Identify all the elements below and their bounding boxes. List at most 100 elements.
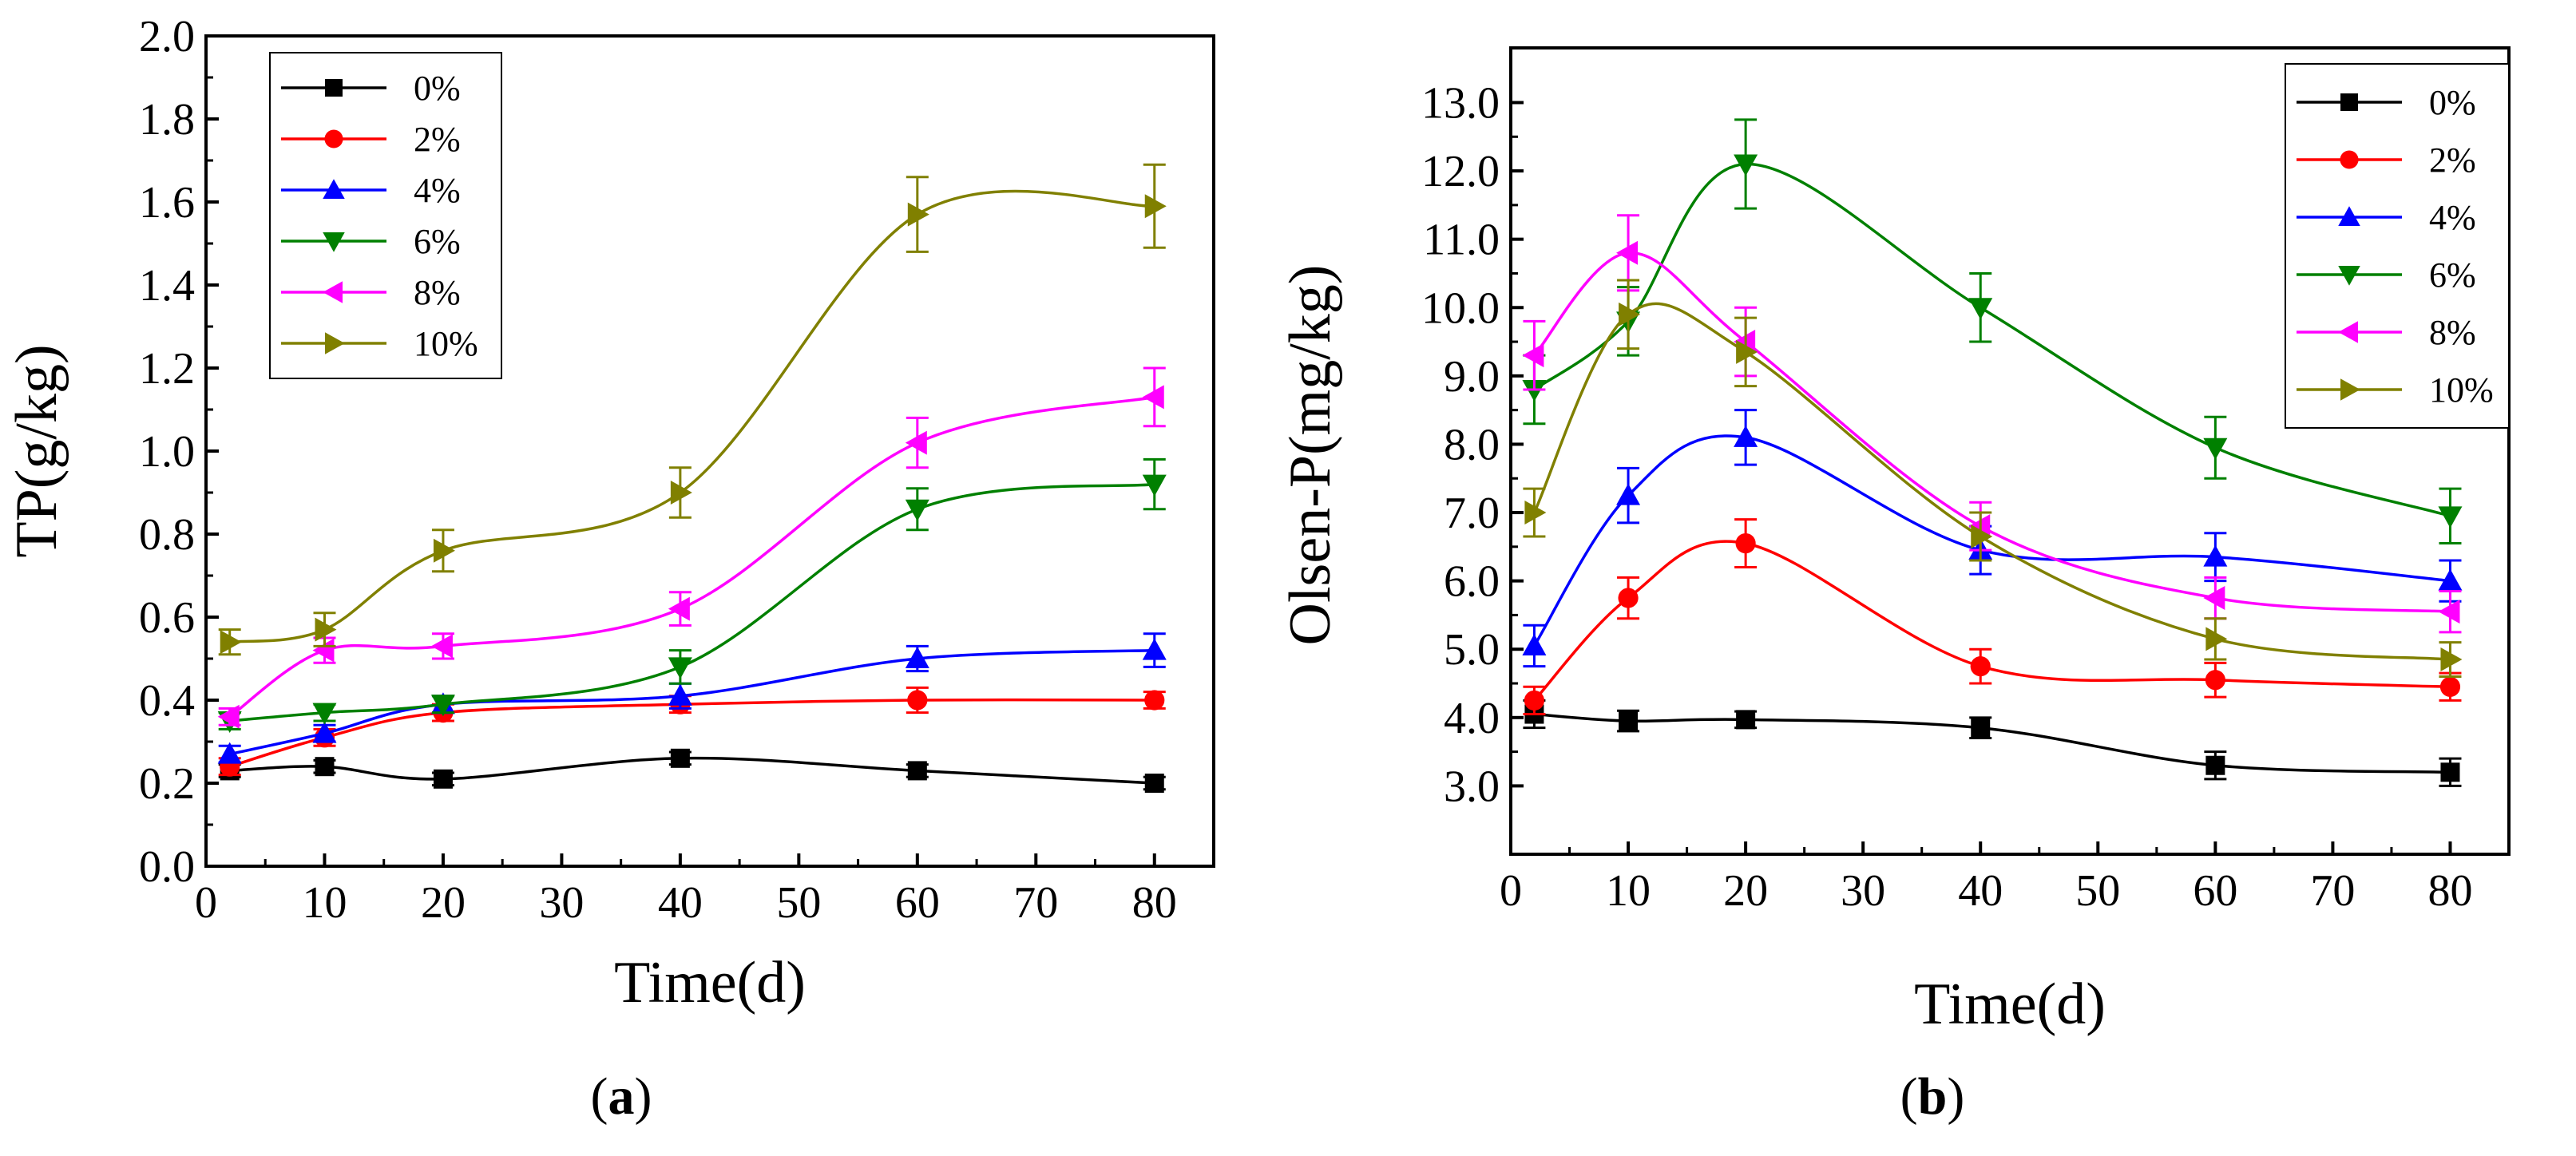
panel-label-letter: b (1918, 1067, 1948, 1126)
legend-label: 0% (414, 69, 461, 108)
y-tick-label: 9.0 (1444, 352, 1500, 402)
legend-box (2285, 63, 2510, 429)
data-point (433, 769, 453, 789)
series-2 (217, 632, 1167, 764)
x-tick-label: 40 (1958, 866, 2003, 916)
legend-marker (323, 232, 345, 252)
data-point (217, 704, 240, 729)
legend-marker (2338, 266, 2360, 286)
data-point (315, 617, 337, 642)
y-tick-label: 3.0 (1444, 762, 1500, 811)
data-point (1735, 532, 1756, 554)
x-tick-label: 80 (1132, 878, 1177, 928)
data-point (1971, 718, 1991, 738)
y-tick-label: 8.0 (1444, 420, 1500, 469)
data-point (1971, 524, 1993, 548)
data-point (433, 538, 455, 563)
x-tick-label: 30 (1841, 866, 1885, 916)
legend-label: 6% (414, 222, 461, 261)
data-point (905, 430, 927, 455)
x-tick-label: 10 (1606, 866, 1651, 916)
x-axis-title: Time(d) (614, 950, 806, 1015)
legend-label: 10% (414, 324, 478, 363)
panel-label-open-paren: ( (1900, 1067, 1918, 1126)
y-axis-title: Olsen-P(mg/kg) (1278, 265, 1343, 646)
data-point (1616, 483, 1641, 505)
data-point (2438, 600, 2460, 624)
y-tick-label: 7.0 (1444, 489, 1500, 538)
data-point (2205, 670, 2225, 691)
data-point (2205, 627, 2228, 651)
panel-b-chart: 3.0 4.0 5.0 6.0 7.0 8.0 9.0 10.0 11.0 12.0 13.0 0 10… (1278, 46, 2511, 1126)
data-point (1144, 774, 1164, 793)
series-1 (1523, 518, 2462, 716)
data-point (2440, 762, 2460, 782)
y-tick-label: 5.0 (1444, 625, 1500, 675)
panel-label: (b) (1900, 1067, 1965, 1126)
data-point (1524, 501, 1547, 525)
data-point (312, 703, 337, 725)
y-tick-label: 12.0 (1421, 147, 1500, 196)
y-tick-label: 10.0 (1421, 283, 1500, 333)
legend-box (269, 52, 502, 379)
data-point (2440, 647, 2463, 672)
y-tick-label: 1.0 (139, 427, 195, 477)
series-0 (218, 748, 1166, 793)
legend-marker (2340, 150, 2359, 169)
y-tick-label: 4.0 (1444, 694, 1500, 743)
data-point (1734, 154, 1758, 176)
panel-label-close-paren: ) (1947, 1067, 1964, 1126)
legend-marker (2340, 378, 2360, 401)
data-point (907, 690, 928, 711)
data-point (1144, 690, 1165, 711)
legend-label: 2% (414, 120, 461, 159)
legend-marker (2338, 206, 2360, 226)
y-tick-label: 1.8 (139, 95, 195, 144)
panel-label-letter: a (608, 1067, 635, 1126)
y-tick-label: 0.2 (139, 759, 195, 809)
data-point (2438, 506, 2463, 529)
panel-a-chart: 0.0 0.2 0.4 0.6 0.8 1.0 1.2 1.4 1.6 1.8 2.0 0 10 20 30… (4, 12, 1215, 1126)
x-tick-label: 10 (302, 878, 347, 928)
data-point (1968, 298, 1993, 320)
data-point (1522, 343, 1544, 368)
data-point (2203, 586, 2225, 611)
data-point (2205, 755, 2225, 775)
legend: 0% 2% 4% 6% 8% 10% (2285, 63, 2510, 429)
data-point (668, 683, 692, 706)
data-point (2203, 437, 2228, 460)
legend: 0% 2% 4% 6% 8% 10% (269, 52, 502, 379)
y-tick-label: 2.0 (139, 12, 195, 61)
legend-label: 6% (2429, 255, 2476, 295)
data-point (315, 757, 335, 777)
data-point (430, 695, 455, 717)
legend-marker (325, 332, 345, 354)
y-axis-title: TP(g/kg) (4, 344, 69, 557)
data-point (905, 499, 929, 521)
panel-label: (a) (591, 1067, 652, 1126)
data-point (905, 647, 929, 668)
data-point (2439, 676, 2461, 697)
x-tick-label: 0 (1500, 866, 1522, 916)
data-point (430, 634, 453, 659)
legend-label: 10% (2429, 370, 2494, 410)
x-tick-label: 80 (2427, 866, 2472, 916)
data-point (907, 761, 927, 781)
y-tick-label: 0.8 (139, 510, 195, 560)
x-tick-label: 50 (2075, 866, 2120, 916)
data-point (1618, 588, 1639, 608)
y-tick-label: 1.4 (139, 261, 195, 311)
legend-marker (324, 129, 343, 148)
legend-label: 0% (2429, 83, 2476, 122)
x-tick-label: 70 (1013, 878, 1058, 928)
y-tick-label: 13.0 (1421, 78, 1500, 128)
y-tick-label: 0.4 (139, 676, 195, 726)
data-point (907, 202, 929, 227)
data-point (1142, 385, 1164, 410)
data-point (1616, 240, 1639, 265)
x-tick-label: 70 (2310, 866, 2355, 916)
legend-marker (2338, 321, 2358, 343)
data-point (1144, 194, 1167, 219)
x-tick-label: 20 (1723, 866, 1768, 916)
